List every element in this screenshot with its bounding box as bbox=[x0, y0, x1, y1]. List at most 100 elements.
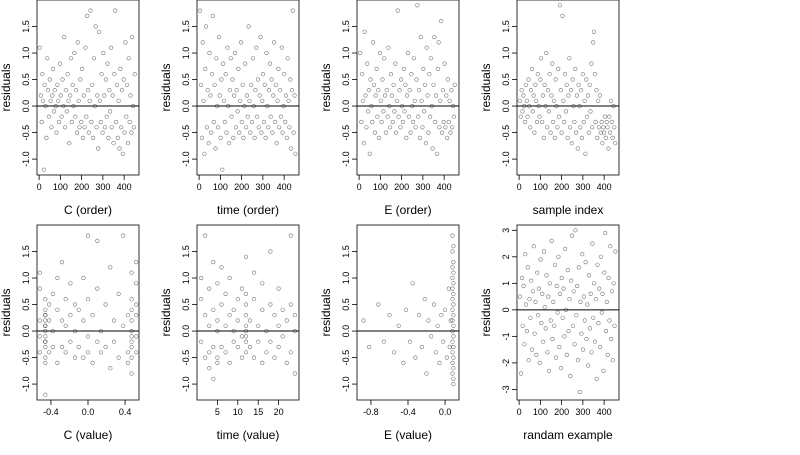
chart-c-order-point bbox=[116, 98, 121, 103]
chart-e-order-point bbox=[385, 114, 390, 119]
chart-c-order-point bbox=[129, 130, 134, 135]
chart-sample-index-point bbox=[575, 146, 580, 151]
chart-e-value-point bbox=[450, 286, 455, 291]
chart-c-order-point bbox=[48, 98, 53, 103]
chart-time-order-point bbox=[267, 61, 273, 66]
chart-c-value-x-tick-label: -0.4 bbox=[43, 407, 59, 417]
chart-c-order-point bbox=[98, 119, 103, 125]
chart-e-value-point bbox=[439, 313, 444, 318]
chart-c-order-y-tick-label: -0.5 bbox=[21, 125, 31, 141]
chart-c-value-point bbox=[103, 302, 108, 307]
chart-c-order-point bbox=[74, 130, 80, 135]
chart-c-order-point bbox=[73, 114, 78, 119]
chart-c-value-point bbox=[121, 233, 126, 238]
chart-c-order-x-tick-label: 100 bbox=[53, 182, 68, 192]
chart-time-order-x-tick-label: 200 bbox=[234, 182, 249, 192]
chart-sample-index-point bbox=[585, 93, 591, 98]
chart-time-order-point bbox=[244, 125, 249, 130]
chart-sample-index-point bbox=[584, 114, 590, 119]
chart-e-order-point bbox=[451, 114, 457, 119]
chart-e-value-x-axis-title: E (value) bbox=[384, 428, 432, 442]
chart-random-example-point bbox=[576, 265, 581, 270]
chart-e-order-point bbox=[433, 119, 438, 125]
chart-c-order-point bbox=[87, 98, 92, 103]
chart-e-order-point bbox=[394, 98, 400, 103]
chart-sample-index-point bbox=[567, 56, 572, 61]
chart-c-order-point bbox=[69, 119, 74, 125]
chart-c-value-point bbox=[125, 360, 130, 366]
chart-c-value-point bbox=[55, 360, 60, 366]
chart-time-order-point bbox=[278, 114, 284, 119]
chart-e-order-point bbox=[377, 135, 382, 140]
chart-c-value-point bbox=[116, 355, 121, 360]
chart-random-example-point bbox=[535, 313, 541, 318]
chart-c-value-point bbox=[90, 313, 95, 318]
chart-time-value-point bbox=[272, 355, 277, 360]
chart-sample-index-point bbox=[519, 88, 524, 93]
chart-sample-index-y-tick-label: 1.5 bbox=[501, 20, 511, 33]
chart-e-order-point bbox=[442, 61, 447, 66]
chart-sample-index-point bbox=[542, 82, 547, 87]
chart-e-order-point bbox=[391, 82, 396, 87]
chart-time-order-point bbox=[244, 93, 249, 98]
chart-e-order-point bbox=[359, 119, 364, 125]
chart-e-order-point bbox=[379, 119, 384, 125]
chart-sample-index-point bbox=[573, 66, 578, 71]
chart-e-value-point bbox=[450, 350, 455, 355]
chart-c-value-point bbox=[121, 323, 126, 328]
chart-c-value-point bbox=[63, 323, 68, 328]
chart-c-value-point bbox=[129, 307, 134, 312]
chart-c-order-point bbox=[90, 82, 95, 87]
chart-e-order-point bbox=[371, 40, 376, 45]
chart-c-order-point bbox=[77, 125, 82, 130]
chart-c-order-point bbox=[123, 40, 128, 45]
chart-c-value-point bbox=[43, 297, 48, 302]
chart-random-example-point bbox=[593, 297, 598, 302]
chart-sample-index-x-tick-label: 300 bbox=[575, 182, 590, 192]
chart-time-value-point bbox=[276, 323, 281, 328]
chart-c-value-point bbox=[103, 344, 108, 350]
chart-e-order-point bbox=[417, 88, 422, 93]
chart-e-value-point bbox=[433, 350, 438, 355]
chart-sample-index-point bbox=[548, 130, 553, 135]
chart-e-value-x-tick-label: 0.0 bbox=[439, 407, 452, 417]
chart-sample-index-point bbox=[551, 98, 557, 103]
chart-random-example-x-tick-label: 0 bbox=[517, 407, 522, 417]
chart-e-value-point bbox=[401, 360, 406, 366]
chart-time-value-point bbox=[199, 339, 204, 344]
chart-c-value-point bbox=[43, 318, 48, 323]
chart-random-example-point bbox=[539, 321, 544, 326]
chart-e-order-point bbox=[435, 66, 440, 71]
chart-time-order-point bbox=[268, 114, 273, 119]
chart-time-order-point bbox=[246, 24, 251, 29]
chart-c-value-point bbox=[43, 313, 48, 318]
chart-random-example-point bbox=[536, 286, 542, 291]
chart-sample-index-point bbox=[541, 135, 546, 140]
chart-time-order-point bbox=[282, 72, 287, 77]
chart-sample-index-point bbox=[545, 125, 550, 130]
chart-e-value-point bbox=[450, 265, 455, 270]
chart-time-order-point bbox=[221, 61, 226, 66]
chart-random-example-point bbox=[586, 273, 592, 278]
chart-c-order-point bbox=[66, 98, 71, 103]
chart-e-order-point bbox=[418, 34, 423, 40]
chart-time-order-point bbox=[260, 98, 265, 103]
chart-random-example-x-axis-title: randam example bbox=[523, 428, 613, 442]
chart-time-order-point bbox=[284, 135, 290, 140]
chart-c-value-point bbox=[63, 350, 68, 355]
chart-sample-index-point bbox=[588, 109, 593, 114]
chart-c-order-point bbox=[37, 45, 42, 50]
chart-e-order-y-axis-title: residuals bbox=[319, 63, 333, 111]
chart-random-example-point bbox=[609, 289, 615, 294]
chart-c-value-x-tick-label: 0.4 bbox=[119, 407, 132, 417]
chart-random-example-point bbox=[546, 294, 551, 299]
chart-c-order-point bbox=[45, 88, 51, 93]
chart-e-order-point bbox=[380, 77, 385, 82]
chart-time-value-point bbox=[199, 297, 204, 302]
chart-e-value-point bbox=[451, 334, 456, 339]
chart-sample-index-point bbox=[520, 109, 525, 114]
chart-time-order-point bbox=[272, 119, 278, 125]
chart-sample-index-point bbox=[602, 114, 608, 119]
chart-c-value-point bbox=[85, 297, 91, 302]
chart-time-value-point bbox=[219, 344, 224, 350]
